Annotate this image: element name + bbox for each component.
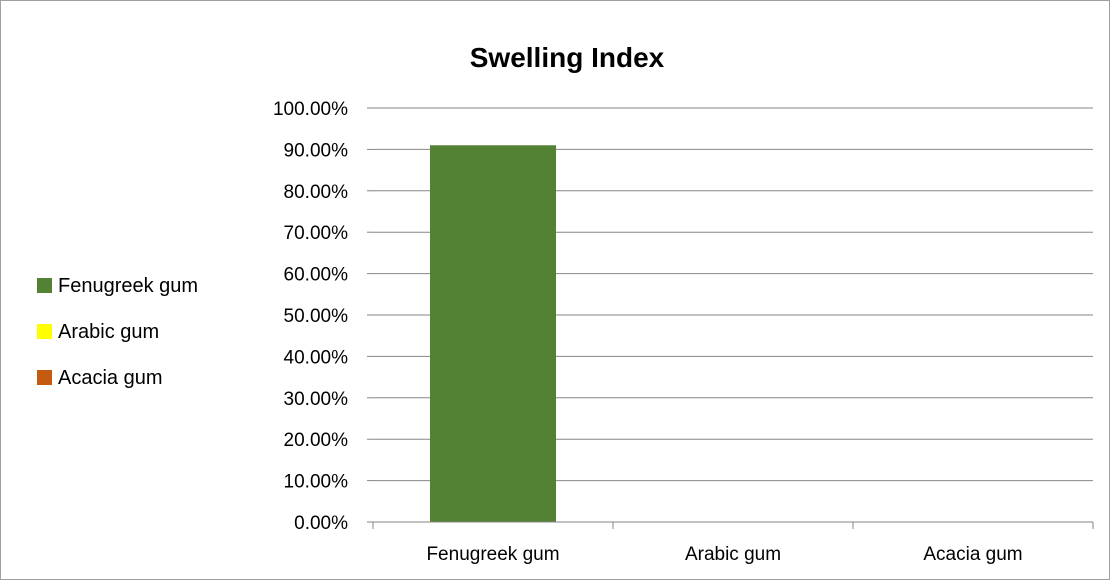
x-axis-labels: Fenugreek gum Arabic gum Acacia gum: [426, 544, 1022, 565]
y-tick-label: 30.00%: [284, 389, 349, 410]
y-tick-label: 20.00%: [284, 430, 349, 451]
y-tick-label: 0.00%: [294, 513, 348, 534]
bar-fenugreek-gum: [430, 145, 556, 522]
legend-swatch-acacia-gum: [37, 370, 52, 385]
legend-swatch-arabic-gum: [37, 324, 52, 339]
legend-swatch-fenugreek-gum: [37, 278, 52, 293]
y-tick-label: 100.00%: [273, 99, 348, 120]
bars: [430, 145, 556, 522]
x-category-label: Arabic gum: [685, 544, 781, 565]
y-tick-label: 40.00%: [284, 347, 349, 368]
y-tick-label: 80.00%: [284, 182, 349, 203]
legend: Fenugreek gum Arabic gum Acacia gum: [37, 275, 198, 389]
legend-label: Fenugreek gum: [58, 275, 198, 297]
legend-label: Acacia gum: [58, 367, 163, 389]
y-axis-ticks: 0.00% 10.00% 20.00% 30.00% 40.00% 50.00% 60.00…: [273, 99, 348, 534]
chart-title: Swelling Index: [470, 42, 665, 73]
legend-label: Arabic gum: [58, 321, 159, 343]
x-category-label: Fenugreek gum: [426, 544, 559, 565]
y-tick-label: 90.00%: [284, 140, 349, 161]
y-tick-label: 10.00%: [284, 472, 349, 493]
x-axis: [367, 521, 1094, 529]
x-category-label: Acacia gum: [923, 544, 1022, 565]
y-tick-label: 70.00%: [284, 223, 349, 244]
y-tick-label: 50.00%: [284, 306, 349, 327]
y-tick-label: 60.00%: [284, 265, 349, 286]
